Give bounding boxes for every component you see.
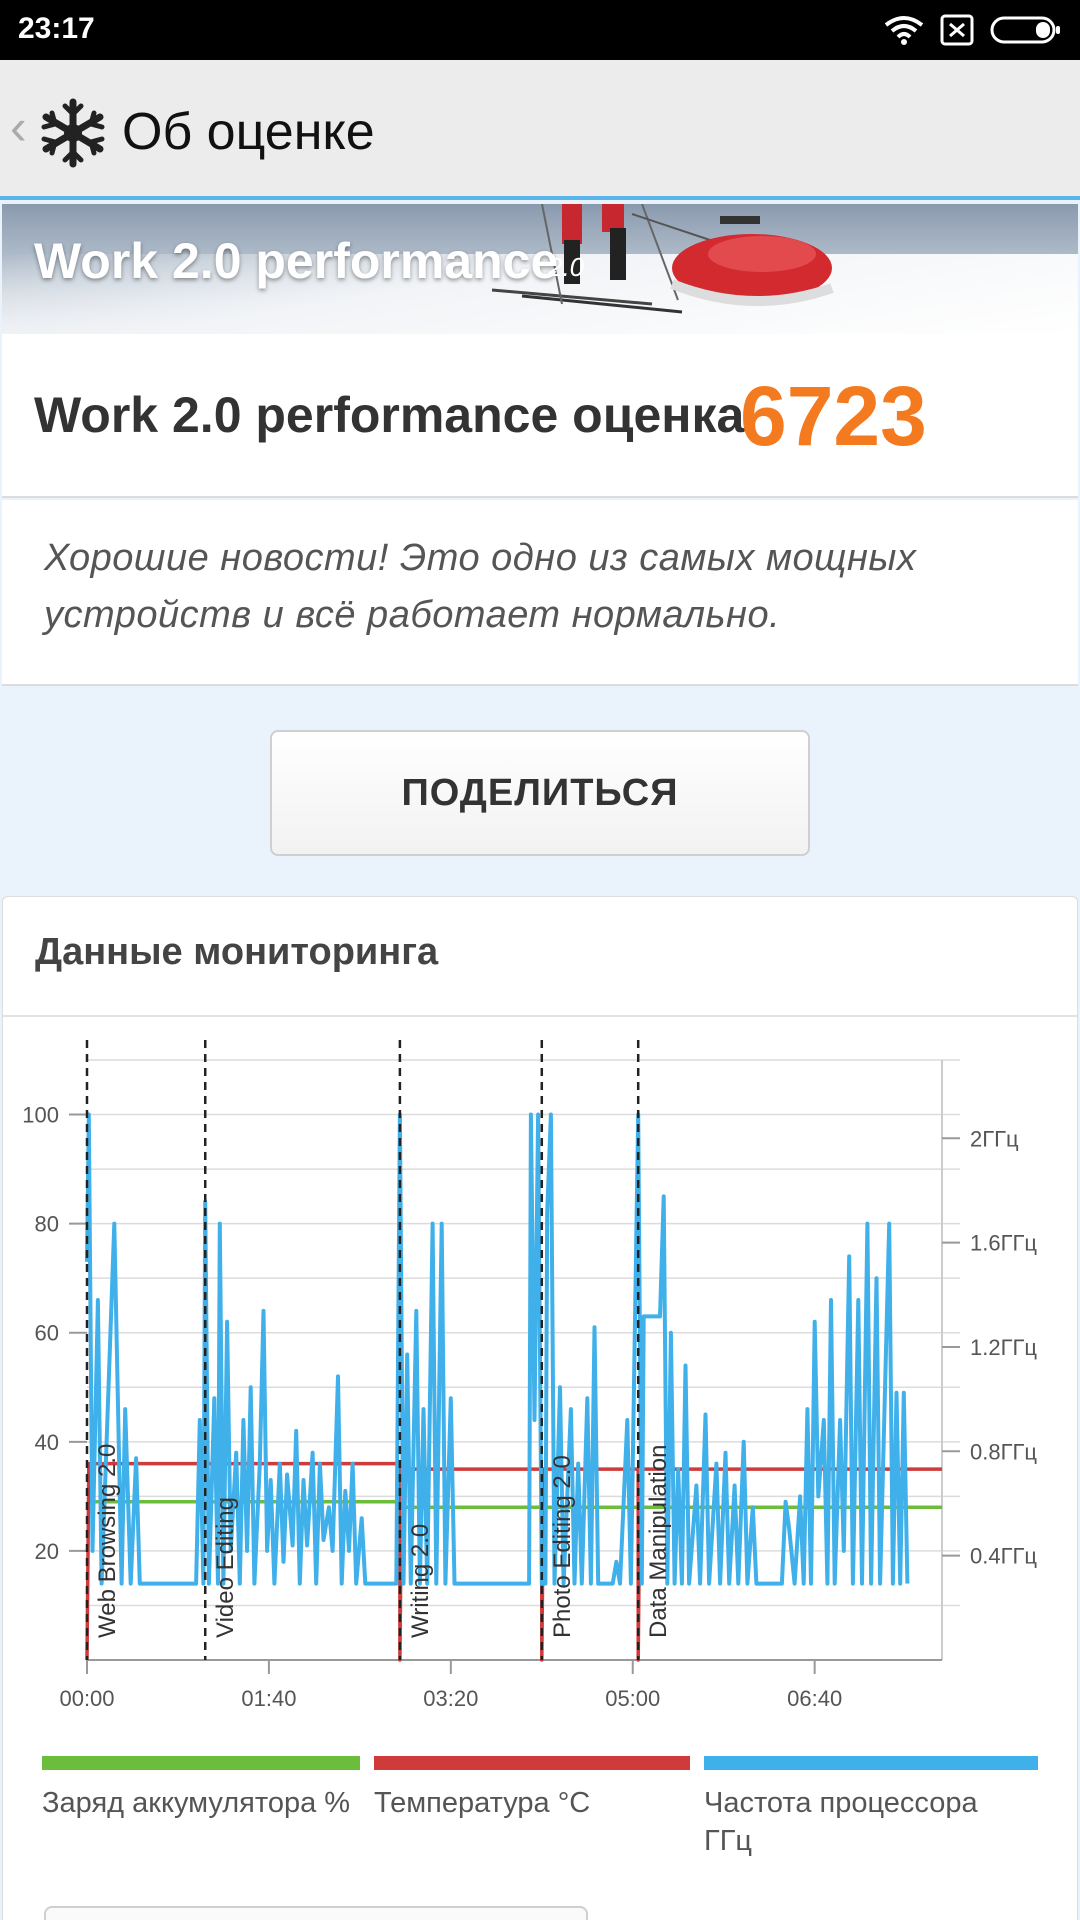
- status-time: 23:17: [18, 12, 95, 45]
- segment-label: Data Manipulation: [645, 1445, 672, 1638]
- y-right-tick-label: 0.4ГГц: [970, 1544, 1037, 1569]
- more-button[interactable]: [44, 1906, 588, 1920]
- legend-cpu-frequency-label: Частота процессора ГГц: [704, 1787, 978, 1857]
- legend-battery: Заряд аккумулятора %: [42, 1756, 360, 1822]
- y-left-tick-label: 20: [35, 1539, 59, 1564]
- legend-cpu-frequency-swatch: [704, 1756, 1038, 1770]
- wifi-icon: [884, 16, 924, 45]
- x-tick-label: 01:40: [241, 1686, 296, 1711]
- banner-version: 2.0: [548, 252, 585, 282]
- back-button[interactable]: ‹: [10, 102, 27, 152]
- divider: [3, 1015, 1077, 1017]
- segment-label: Web Browsing 2.0: [94, 1444, 121, 1638]
- benchmark-banner: Work 2.0 performance 2.0: [2, 204, 1078, 334]
- monitoring-chart: 20 40 60 80 100 0.4ГГц 0.8ГГц 1.2ГГц 1.6ГГц 2ГГц 0…: [22, 1040, 1037, 1711]
- status-icons: [884, 12, 1062, 48]
- cpu-frequency-line: [85, 1112, 910, 1586]
- x-tick-label: 00:00: [59, 1686, 114, 1711]
- y-right-tick-label: 1.6ГГц: [970, 1231, 1037, 1256]
- x-tick-label: 05:00: [605, 1686, 660, 1711]
- legend-battery-label: Заряд аккумулятора %: [42, 1787, 351, 1819]
- y-left-tick-label: 80: [35, 1212, 59, 1237]
- banner-skier-illustration: [491, 204, 834, 314]
- y-right-tick-label: 2ГГц: [970, 1126, 1019, 1151]
- x-tick-label: 06:40: [787, 1686, 842, 1711]
- y-left-tick-label: 40: [35, 1430, 59, 1455]
- share-button[interactable]: ПОДЕЛИТЬСЯ: [270, 730, 810, 856]
- y-right-tick-label: 0.8ГГц: [970, 1439, 1037, 1464]
- status-bar: 23:17: [0, 0, 1080, 60]
- y-right-tick-label: 1.2ГГц: [970, 1335, 1037, 1360]
- battery-icon: [990, 16, 1060, 44]
- result-message-card: Хорошие новости! Это одно из самых мощны…: [2, 500, 1078, 686]
- result-message: Хорошие новости! Это одно из самых мощны…: [44, 537, 917, 636]
- score-label: Work 2.0 performance оценка: [34, 387, 745, 443]
- score-card: Work 2.0 performance оценка 6723: [2, 334, 1078, 498]
- y-left-tick-label: 60: [35, 1321, 59, 1346]
- legend-temperature-label: Температура °C: [374, 1787, 591, 1819]
- score-value: 6723: [740, 369, 927, 463]
- y-left-tick-label: 100: [22, 1103, 59, 1128]
- snowflake-icon: [41, 98, 105, 168]
- sim-off-icon: [940, 14, 974, 46]
- page-title: Об оценке: [122, 103, 375, 161]
- segment-label: Writing 2.0: [407, 1524, 434, 1638]
- banner-benchmark-name: Work 2.0 performance: [34, 233, 559, 289]
- app-bar: ‹ Об оценке: [0, 60, 1080, 200]
- segment-label: Photo Editing 2.0: [549, 1455, 576, 1638]
- legend-temperature-swatch: [374, 1756, 690, 1770]
- segment-label: Video Editing: [212, 1497, 239, 1638]
- x-tick-label: 03:20: [423, 1686, 478, 1711]
- legend-cpu-frequency: Частота процессора ГГц: [704, 1756, 1038, 1860]
- monitoring-title: Данные мониторинга: [35, 931, 439, 973]
- legend-temperature: Температура °C: [374, 1756, 690, 1822]
- legend-battery-swatch: [42, 1756, 360, 1770]
- chevron-left-icon: ‹: [10, 99, 27, 155]
